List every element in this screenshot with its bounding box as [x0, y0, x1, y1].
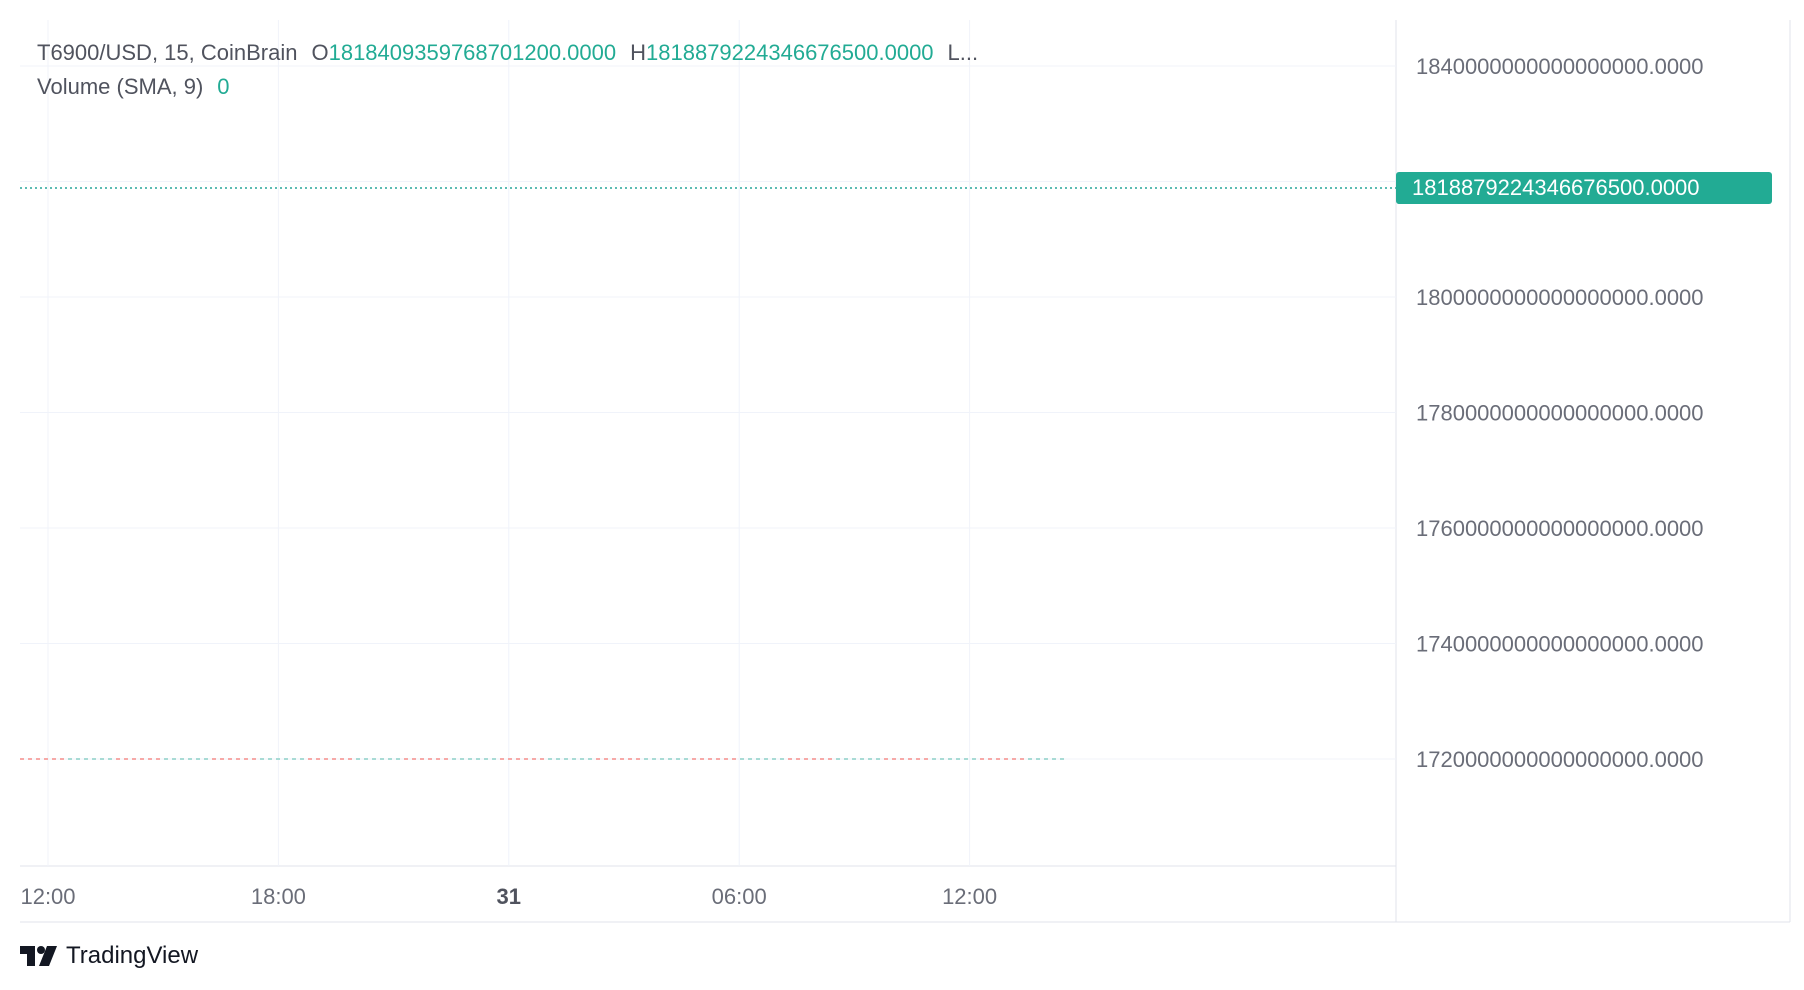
time-tick-label: 31	[497, 884, 521, 909]
legend-symbol: T6900/USD, 15, CoinBrain	[37, 40, 298, 65]
price-tick-label: 1840000000000000000.0000	[1416, 54, 1704, 79]
legend-open-label: O	[311, 40, 329, 65]
price-tick-label: 1760000000000000000.0000	[1416, 516, 1704, 541]
tradingview-logo[interactable]: TradingView	[20, 942, 198, 970]
legend-high-label: H	[630, 40, 647, 65]
price-tick-label: 1780000000000000000.0000	[1416, 401, 1704, 426]
price-tick-label: 1740000000000000000.0000	[1416, 632, 1704, 657]
legend-ellipsis: L...	[947, 40, 979, 65]
legend-open-value: 1818409359768701200.0000	[328, 40, 617, 65]
volume-value: 0	[217, 74, 230, 99]
price-tick-label: 1800000000000000000.0000	[1416, 285, 1704, 310]
time-tick-label: 06:00	[712, 884, 767, 909]
last-price-badge: 1818879224346676500.0000	[1396, 172, 1772, 204]
time-tick-label: 12:00	[942, 884, 997, 909]
time-tick-label: 18:00	[251, 884, 306, 909]
price-tick-label: 1720000000000000000.0000	[1416, 747, 1704, 772]
time-tick-label: 12:00	[20, 884, 75, 909]
legend-volume: Volume (SMA, 9) 0	[37, 74, 230, 100]
legend-high-value: 1818879224346676500.0000	[646, 40, 934, 65]
tradingview-mark-icon	[20, 946, 57, 966]
brand-name: TradingView	[66, 942, 199, 969]
volume-label: Volume (SMA, 9)	[37, 74, 204, 99]
legend-ohlc: T6900/USD, 15, CoinBrain O181840935976870…	[37, 40, 978, 66]
